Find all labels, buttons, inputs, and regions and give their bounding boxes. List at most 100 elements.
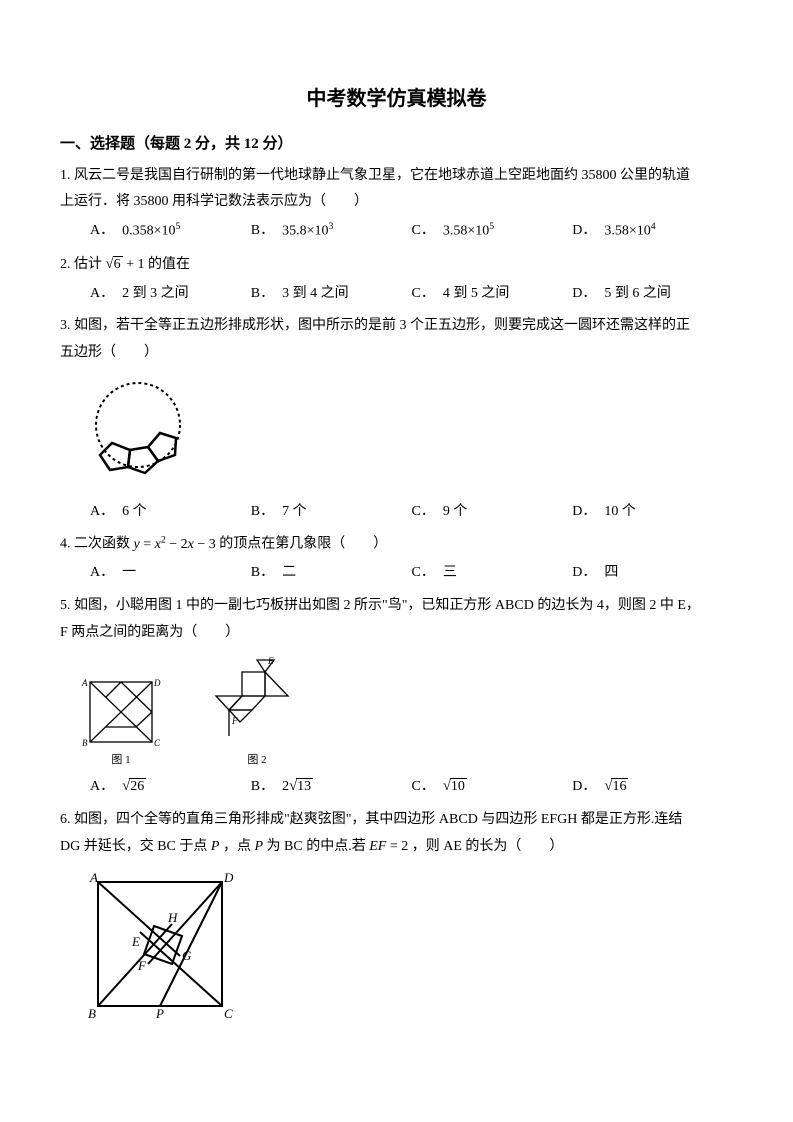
q3-text-a: 如图，若干全等正五边形排成形状，图中所示的是前 3 个正五边形，则要完成这一圆环… (74, 318, 690, 333)
q2-radicand: 6 (113, 256, 123, 272)
q3-figure (80, 375, 733, 495)
q1-option-c: C． 3.58×105 (412, 218, 573, 245)
q2-option-a: A．2 到 3 之间 (90, 281, 251, 308)
q5-fig2-col: E F 图 2 (202, 656, 312, 771)
question-1: 1. 风云二号是我国自行研制的第一代地球静止气象卫星，它在地球赤道上空距地面约 … (60, 163, 733, 245)
q1-c-value: 3.58×105 (443, 218, 494, 245)
q4-d-text: 四 (604, 560, 618, 587)
q6-b2: ，点 (219, 839, 254, 854)
q1-c-exp: 5 (489, 221, 494, 232)
q4-pre: 二次函数 (74, 537, 134, 552)
svg-text:E: E (131, 934, 140, 949)
q1-a-base: 0.358×10 (122, 223, 175, 238)
q3-option-a: A．6 个 (90, 499, 251, 526)
q3-stem-line1: 3. 如图，若干全等正五边形排成形状，图中所示的是前 3 个正五边形，则要完成这… (60, 313, 733, 340)
q2-pre: 估计 (74, 257, 106, 272)
opt-label-d: D． (572, 774, 596, 801)
q5-option-a: A． 26 (90, 773, 251, 801)
q4-b-text: 二 (282, 560, 296, 587)
svg-text:D: D (223, 870, 234, 885)
q1-a-exp: 5 (176, 221, 181, 232)
q5-d-rad: 16 (611, 778, 628, 794)
q3-c-text: 9 个 (443, 499, 468, 526)
q5-text-a: 如图，小聪用图 1 中的一副七巧板拼出如图 2 所示"鸟"，已知正方形 ABCD… (74, 598, 700, 613)
opt-label-d: D． (572, 281, 596, 308)
q4-formula: y = x2 − 2x − 3 (134, 537, 216, 552)
q5-b-rad: 13 (296, 778, 313, 794)
question-2: 2. 估计 6 + 1 的值在 A．2 到 3 之间 B．3 到 4 之间 C．… (60, 251, 733, 308)
opt-label-a: A． (90, 218, 114, 245)
q5-c-rad: 10 (450, 778, 467, 794)
tangram-bird-icon: E F (202, 656, 312, 748)
pentagon-ring-icon (80, 375, 200, 495)
q1-stem-line1: 1. 风云二号是我国自行研制的第一代地球静止气象卫星，它在地球赤道上空距地面约 … (60, 163, 733, 190)
q4-option-c: C． 三 (412, 560, 573, 587)
svg-text:F: F (231, 716, 238, 726)
q1-d-base: 3.58×10 (604, 223, 650, 238)
question-4: 4. 二次函数 y = x2 − 2x − 3 的顶点在第几象限（ ） A．一 … (60, 531, 733, 587)
svg-text:P: P (155, 1006, 164, 1021)
svg-text:C: C (224, 1006, 233, 1021)
q1-b-base: 35.8×10 (282, 223, 328, 238)
exam-page: 中考数学仿真模拟卷 一、选择题（每题 2 分，共 12 分） 1. 风云二号是我… (0, 0, 793, 1074)
opt-label-a: A． (90, 774, 114, 801)
opt-label-b: B． (251, 774, 274, 801)
q2-b-text: 3 到 4 之间 (282, 281, 349, 308)
q1-num: 1. (60, 168, 71, 183)
sqrt-icon: 10 (443, 773, 467, 801)
sqrt-icon: 13 (289, 773, 313, 801)
q5-b-pre: 2 (282, 774, 289, 801)
q5-option-b: B． 2 13 (251, 773, 412, 801)
q5-option-c: C． 10 (412, 773, 573, 801)
q4-options: A．一 B．二 C．三 D．四 (90, 560, 733, 587)
q5-stem-line2: F 两点之间的距离为（ ） (60, 620, 733, 647)
opt-label-c: C． (412, 281, 435, 308)
opt-label-c: C． (412, 774, 435, 801)
q1-option-a: A． 0.358×105 (90, 218, 251, 245)
opt-label-c: C． (412, 218, 435, 245)
q4-a-text: 一 (122, 560, 136, 587)
q5-a-rad: 26 (129, 778, 146, 794)
q2-a-text: 2 到 3 之间 (122, 281, 189, 308)
q4-num: 4. (60, 537, 71, 552)
question-3: 3. 如图，若干全等正五边形排成形状，图中所示的是前 3 个正五边形，则要完成这… (60, 313, 733, 525)
q1-d-exp: 4 (651, 221, 656, 232)
q5-fig1-label: 图 1 (111, 750, 130, 771)
q2-options: A．2 到 3 之间 B．3 到 4 之间 C．4 到 5 之间 D．5 到 6… (90, 281, 733, 308)
q4-post: 的顶点在第几象限（ ） (216, 537, 388, 552)
opt-label-b: B． (251, 560, 274, 587)
opt-label-b: B． (251, 218, 274, 245)
q3-option-d: D．10 个 (572, 499, 733, 526)
opt-label-b: B． (251, 499, 274, 526)
q2-stem: 2. 估计 6 + 1 的值在 (60, 251, 733, 279)
q6-text-a: 如图，四个全等的直角三角形排成"赵爽弦图"，其中四边形 ABCD 与四边形 EF… (74, 812, 682, 827)
svg-text:B: B (88, 1006, 96, 1021)
q5-stem-line1: 5. 如图，小聪用图 1 中的一副七巧板拼出如图 2 所示"鸟"，已知正方形 A… (60, 593, 733, 620)
q6-stem-line1: 6. 如图，四个全等的直角三角形排成"赵爽弦图"，其中四边形 ABCD 与四边形… (60, 807, 733, 834)
q6-b3: 为 BC 的中点.若 (263, 839, 369, 854)
q4-option-b: B． 二 (251, 560, 412, 587)
q6-figure: A D B C P H E F G (80, 868, 733, 1028)
svg-text:E: E (267, 656, 274, 666)
question-5: 5. 如图，小聪用图 1 中的一副七巧板拼出如图 2 所示"鸟"，已知正方形 A… (60, 593, 733, 801)
q6-b4: ，则 AE 的长为（ ） (408, 839, 563, 854)
svg-text:A: A (89, 870, 98, 885)
q3-options: A．6 个 B．7 个 C．9 个 D．10 个 (90, 499, 733, 526)
sqrt-icon: 26 (122, 773, 146, 801)
opt-label-c: C． (412, 560, 435, 587)
q2-num: 2. (60, 257, 71, 272)
q6-b1: DG 并延长，交 BC 于点 (60, 839, 211, 854)
opt-label-c: C． (412, 499, 435, 526)
q4-c-text: 三 (443, 560, 457, 587)
q1-text-a: 风云二号是我国自行研制的第一代地球静止气象卫星，它在地球赤道上空距地面约 358… (74, 168, 690, 183)
q2-post: + 1 的值在 (123, 257, 190, 272)
q1-b-value: 35.8×103 (282, 218, 333, 245)
q5-figures: A D B C 图 1 (80, 656, 733, 771)
tangram-square-icon: A D B C (80, 676, 162, 748)
svg-text:H: H (167, 910, 178, 925)
sqrt-icon: 16 (604, 773, 628, 801)
q3-num: 3. (60, 318, 71, 333)
q3-d-text: 10 个 (604, 499, 636, 526)
svg-text:D: D (153, 678, 161, 688)
page-title: 中考数学仿真模拟卷 (60, 80, 733, 118)
